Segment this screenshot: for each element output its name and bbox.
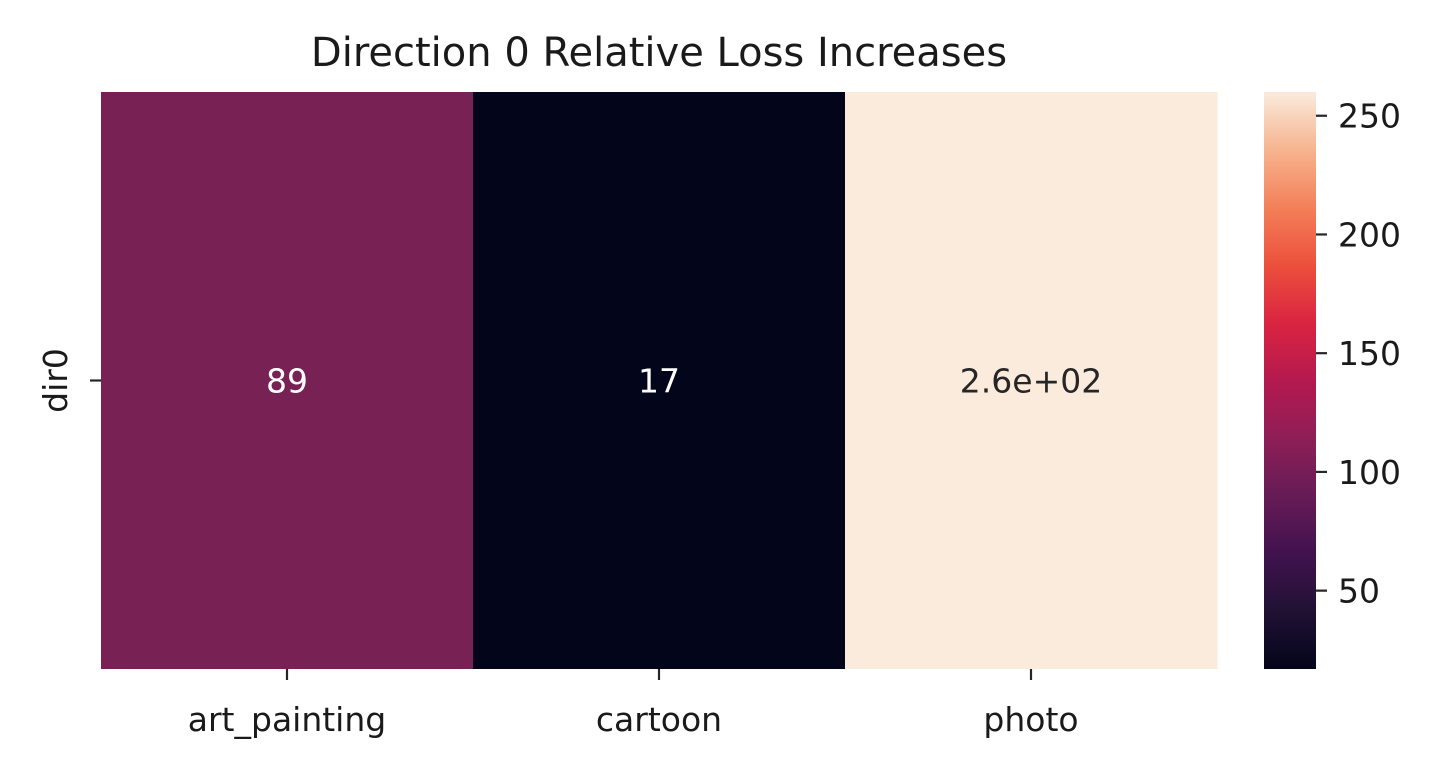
cell-annotation-photo: 2.6e+02 bbox=[960, 362, 1102, 401]
x-axis: art_painting cartoon photo bbox=[188, 669, 1079, 739]
x-tick-label-photo: photo bbox=[983, 700, 1078, 739]
y-tick-label-dir0: dir0 bbox=[36, 348, 75, 413]
x-tick-label-art-painting: art_painting bbox=[188, 700, 386, 739]
colorbar: 50 100 150 200 250 bbox=[1264, 92, 1401, 669]
colorbar-tick-label: 50 bbox=[1338, 572, 1380, 611]
chart-title: Direction 0 Relative Loss Increases bbox=[311, 30, 1007, 76]
colorbar-tick-label: 250 bbox=[1338, 97, 1401, 136]
heatmap-cell-photo bbox=[845, 92, 1218, 669]
colorbar-gradient bbox=[1264, 92, 1316, 669]
y-axis: dir0 bbox=[36, 348, 101, 413]
colorbar-tick-label: 150 bbox=[1338, 334, 1401, 373]
x-tick-label-cartoon: cartoon bbox=[596, 700, 722, 739]
cell-annotation-art-painting: 89 bbox=[266, 362, 308, 401]
heatmap-grid: 89 17 2.6e+02 bbox=[101, 92, 1218, 669]
heatmap-cell-cartoon bbox=[473, 92, 846, 669]
colorbar-tick-label: 200 bbox=[1338, 215, 1401, 254]
heatmap-cell-art-painting bbox=[101, 92, 474, 669]
cell-annotation-cartoon: 17 bbox=[638, 362, 680, 401]
colorbar-tick-label: 100 bbox=[1338, 453, 1401, 492]
